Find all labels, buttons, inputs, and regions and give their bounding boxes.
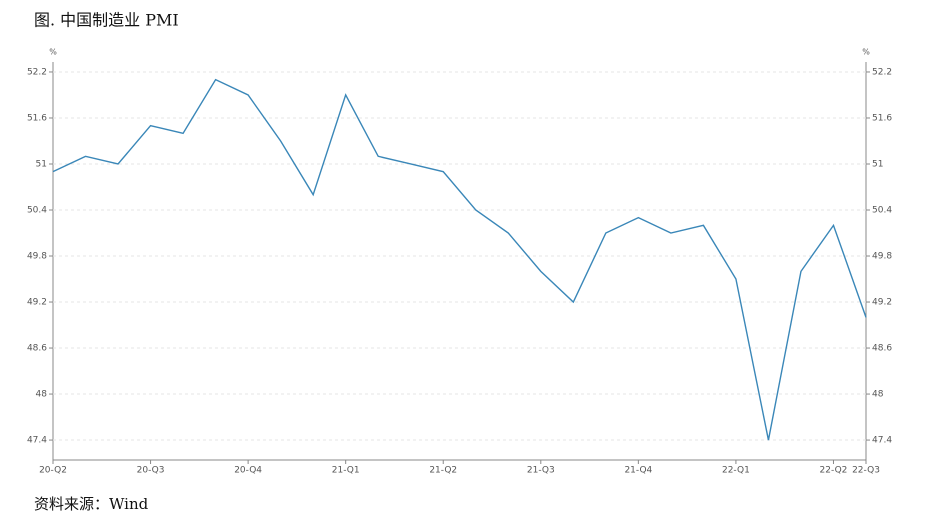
y-tick-label: 51.6 [27,113,47,123]
source-note: 资料来源：Wind [34,495,149,513]
y-tick-label: 49.2 [27,298,47,308]
y-tick-label: 51 [36,159,47,169]
x-tick-label: 20-Q4 [234,466,262,476]
y2-tick-label: 52.2 [872,67,892,77]
x-tick-label: 21-Q3 [527,466,555,476]
y-tick-label: 52.2 [27,67,47,77]
y2-tick-label: 51 [872,159,883,169]
x-tick-label: 21-Q1 [332,466,360,476]
x-tick-label: 22-Q1 [722,466,750,476]
y-tick-label: 48 [36,390,48,400]
y-tick-label: 47.4 [27,436,47,446]
y2-tick-label: 50.4 [872,206,892,216]
y2-tick-label: 51.6 [872,113,892,123]
x-tick-label: 21-Q4 [624,466,652,476]
chart-title: 图. 中国制造业 PMI [34,11,179,30]
y2-tick-label: 49.2 [872,298,892,308]
y2-tick-label: 48 [872,390,884,400]
y2-tick-label: 48.6 [872,344,892,354]
y-tick-label: 48.6 [27,344,47,354]
x-tick-label: 22-Q2 [820,466,848,476]
x-tick-label: 20-Q3 [137,466,165,476]
x-tick-label: 20-Q2 [39,466,67,476]
y2-unit: % [862,48,870,57]
line-series [52,78,867,441]
x-tick-label: 22-Q3 [852,466,880,476]
x-tick-label: 21-Q2 [429,466,457,476]
y2-tick-label: 49.8 [872,252,892,262]
y-unit: % [49,48,57,57]
y2-tick-label: 47.4 [872,436,892,446]
y-tick-label: 50.4 [27,206,47,216]
y-tick-label: 49.8 [27,252,47,262]
